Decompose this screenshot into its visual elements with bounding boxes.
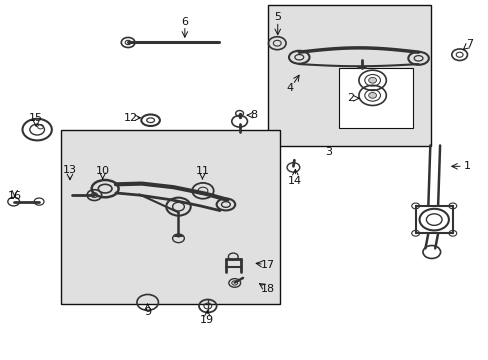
Text: 15: 15	[29, 113, 43, 123]
Text: 1: 1	[463, 161, 469, 171]
Text: 4: 4	[286, 83, 293, 93]
Text: 3: 3	[325, 147, 331, 157]
Text: 6: 6	[181, 17, 188, 27]
Text: 18: 18	[261, 284, 274, 294]
Text: 13: 13	[63, 165, 77, 175]
Text: 14: 14	[288, 176, 302, 186]
Bar	[415, 206, 452, 233]
Text: 10: 10	[96, 166, 109, 176]
Circle shape	[368, 93, 376, 98]
Bar	[338, 68, 412, 128]
Text: 9: 9	[144, 307, 151, 317]
Text: 11: 11	[195, 166, 209, 176]
Text: 2: 2	[347, 93, 354, 103]
Text: 17: 17	[261, 260, 274, 270]
Circle shape	[368, 77, 376, 83]
Text: 16: 16	[8, 191, 21, 201]
Text: 19: 19	[200, 315, 214, 325]
Bar	[267, 5, 430, 146]
Text: 5: 5	[274, 12, 281, 22]
Bar	[61, 130, 279, 304]
Text: 7: 7	[465, 39, 472, 49]
Text: 12: 12	[124, 113, 138, 123]
Text: 8: 8	[250, 110, 257, 120]
